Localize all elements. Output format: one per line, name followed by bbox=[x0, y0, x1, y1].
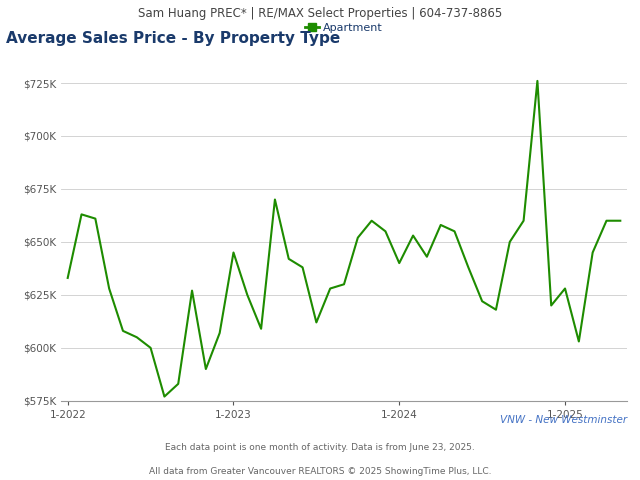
Legend: Apartment: Apartment bbox=[301, 19, 387, 37]
Text: Average Sales Price - By Property Type: Average Sales Price - By Property Type bbox=[6, 31, 340, 46]
Text: VNW - New Westminster: VNW - New Westminster bbox=[500, 415, 627, 425]
Text: Each data point is one month of activity. Data is from June 23, 2025.: Each data point is one month of activity… bbox=[165, 443, 475, 452]
Text: Sam Huang PREC* | RE/MAX Select Properties | 604-737-8865: Sam Huang PREC* | RE/MAX Select Properti… bbox=[138, 7, 502, 20]
Text: All data from Greater Vancouver REALTORS © 2025 ShowingTime Plus, LLC.: All data from Greater Vancouver REALTORS… bbox=[148, 467, 492, 476]
